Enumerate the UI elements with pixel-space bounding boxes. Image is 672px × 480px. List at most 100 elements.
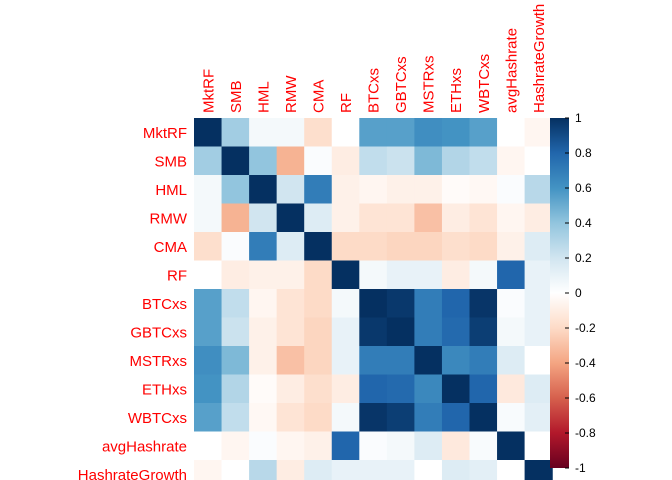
cell-HML-SMB (221, 175, 250, 205)
row-label: ETHxs (142, 381, 187, 398)
cell-HashrateGrowth-SMB (221, 460, 250, 480)
cell-BTCxs-RMW (276, 289, 305, 319)
row-label: HashrateGrowth (78, 467, 187, 480)
column-label: GBTCxs (393, 56, 410, 113)
cell-RMW-ETHxs (441, 203, 471, 233)
cell-MktRF-RF (331, 118, 360, 148)
cell-GBTCxs-GBTCxs (386, 317, 415, 347)
cell-MSTRxs-MktRF (194, 346, 223, 376)
cell-MktRF-HashrateGrowth (524, 118, 553, 148)
cell-HashrateGrowth-HashrateGrowth (524, 460, 553, 480)
cell-SMB-RF (331, 146, 360, 176)
colorbar-tick-label: -1 (575, 461, 586, 475)
cell-CMA-HashrateGrowth (524, 232, 553, 262)
cell-avgHashrate-HashrateGrowth (524, 431, 553, 461)
cell-CMA-BTCxs (359, 232, 388, 262)
cell-avgHashrate-MSTRxs (414, 431, 443, 461)
cell-MktRF-SMB (221, 118, 250, 148)
cell-RF-HashrateGrowth (524, 260, 553, 290)
cell-GBTCxs-HashrateGrowth (524, 317, 553, 347)
cell-RMW-WBTCxs (469, 203, 498, 233)
cell-ETHxs-CMA (304, 374, 333, 404)
cell-BTCxs-avgHashrate (497, 289, 526, 319)
cell-avgHashrate-CMA (304, 431, 333, 461)
cell-MSTRxs-ETHxs (441, 346, 471, 376)
cell-WBTCxs-SMB (221, 403, 250, 433)
cell-WBTCxs-MktRF (194, 403, 223, 433)
row-label: WBTCxs (128, 410, 187, 427)
cell-HashrateGrowth-CMA (304, 460, 333, 480)
cell-HashrateGrowth-HML (249, 460, 278, 480)
cell-GBTCxs-MktRF (194, 317, 223, 347)
cell-GBTCxs-ETHxs (441, 317, 471, 347)
cell-GBTCxs-BTCxs (359, 317, 388, 347)
cell-MSTRxs-RF (331, 346, 360, 376)
cell-MktRF-MktRF (194, 118, 223, 148)
cell-GBTCxs-WBTCxs (469, 317, 498, 347)
cell-RF-SMB (221, 260, 250, 290)
cell-SMB-WBTCxs (469, 146, 498, 176)
cell-HML-MktRF (194, 175, 223, 205)
cell-CMA-ETHxs (441, 232, 471, 262)
cell-SMB-HashrateGrowth (524, 146, 553, 176)
cell-avgHashrate-MktRF (194, 431, 223, 461)
cell-CMA-WBTCxs (469, 232, 498, 262)
colorbar-tick-label: 0 (575, 286, 582, 300)
cell-RMW-RF (331, 203, 360, 233)
cell-RMW-MSTRxs (414, 203, 443, 233)
cell-MktRF-HML (249, 118, 278, 148)
cell-avgHashrate-RF (331, 431, 360, 461)
column-label: RF (338, 93, 355, 113)
cell-HML-CMA (304, 175, 333, 205)
colorbar (550, 118, 569, 468)
column-label: WBTCxs (476, 54, 493, 113)
cell-MktRF-GBTCxs (386, 118, 415, 148)
cell-RMW-BTCxs (359, 203, 388, 233)
cell-CMA-RF (331, 232, 360, 262)
cell-RMW-MktRF (194, 203, 223, 233)
cell-ETHxs-ETHxs (441, 374, 471, 404)
cell-SMB-GBTCxs (386, 146, 415, 176)
colorbar-tick-label: 1 (575, 111, 582, 125)
cell-SMB-BTCxs (359, 146, 388, 176)
cell-avgHashrate-avgHashrate (497, 431, 526, 461)
cell-HashrateGrowth-MktRF (194, 460, 223, 480)
cell-ETHxs-GBTCxs (386, 374, 415, 404)
cell-avgHashrate-ETHxs (441, 431, 471, 461)
row-label: HML (155, 182, 187, 199)
cell-CMA-avgHashrate (497, 232, 526, 262)
cell-BTCxs-BTCxs (359, 289, 388, 319)
cell-GBTCxs-SMB (221, 317, 250, 347)
cell-HashrateGrowth-avgHashrate (497, 460, 526, 480)
cell-RF-BTCxs (359, 260, 388, 290)
cell-HashrateGrowth-WBTCxs (469, 460, 498, 480)
cell-SMB-ETHxs (441, 146, 471, 176)
column-label: CMA (310, 80, 327, 113)
column-label: avgHashrate (503, 28, 520, 113)
cell-GBTCxs-HML (249, 317, 278, 347)
cell-HashrateGrowth-MSTRxs (414, 460, 443, 480)
row-label: RMW (150, 210, 188, 227)
cell-RF-WBTCxs (469, 260, 498, 290)
cell-HML-BTCxs (359, 175, 388, 205)
cell-MktRF-ETHxs (441, 118, 471, 148)
cell-avgHashrate-GBTCxs (386, 431, 415, 461)
cell-ETHxs-RMW (276, 374, 305, 404)
cell-HML-HML (249, 175, 278, 205)
cell-WBTCxs-ETHxs (441, 403, 471, 433)
cell-HashrateGrowth-RF (331, 460, 360, 480)
colorbar-tick-label: -0.4 (575, 356, 596, 370)
cell-MktRF-MSTRxs (414, 118, 443, 148)
column-label: ETHxs (448, 68, 465, 113)
cell-BTCxs-ETHxs (441, 289, 471, 319)
cell-HML-HashrateGrowth (524, 175, 553, 205)
cell-WBTCxs-avgHashrate (497, 403, 526, 433)
column-label: SMB (228, 80, 245, 113)
cell-HML-ETHxs (441, 175, 471, 205)
cell-MSTRxs-RMW (276, 346, 305, 376)
column-label: HashrateGrowth (531, 4, 548, 113)
cell-MktRF-BTCxs (359, 118, 388, 148)
colorbar-tick-label: 0.8 (575, 146, 592, 160)
cell-RF-avgHashrate (497, 260, 526, 290)
